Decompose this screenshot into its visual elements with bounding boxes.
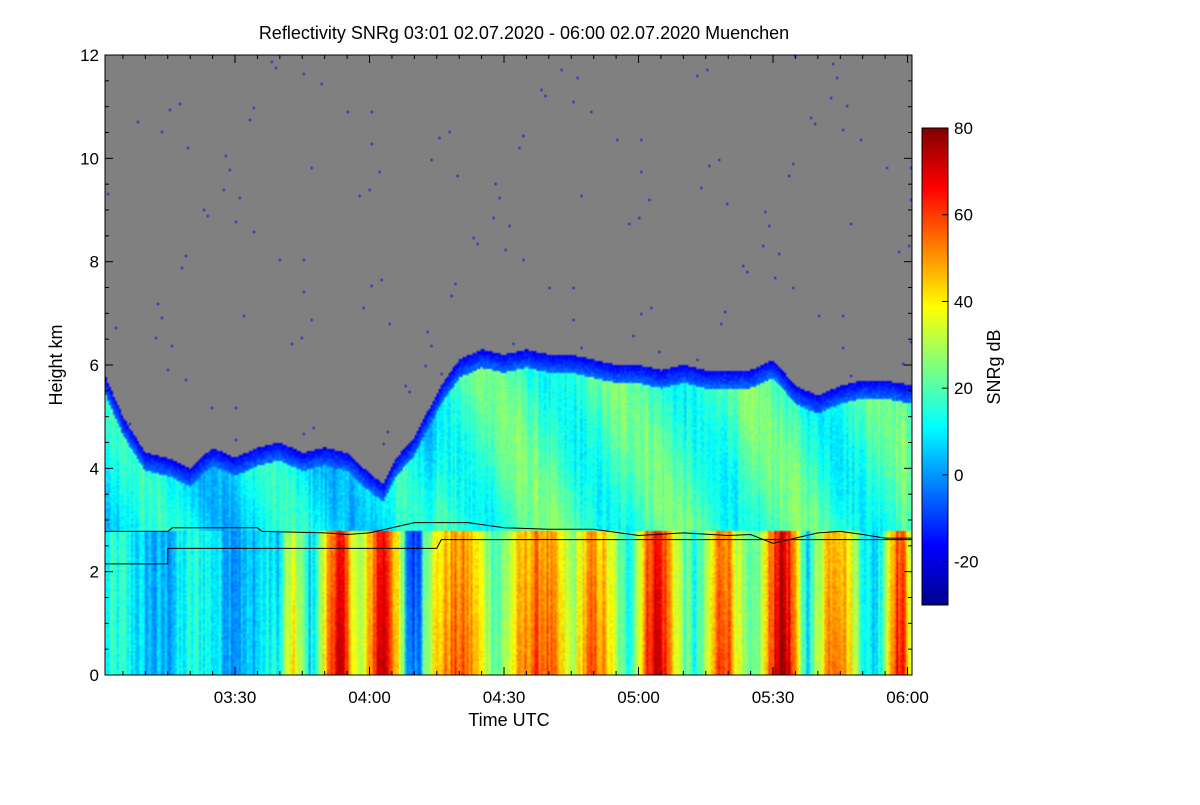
upper-profile-line xyxy=(105,522,912,544)
y-tick-label: 10 xyxy=(80,149,99,168)
colorbar-tick-label: 0 xyxy=(954,466,963,485)
plot-area xyxy=(104,54,913,676)
lower-profile-line xyxy=(105,539,912,565)
colorbar-tick-label: 80 xyxy=(954,119,973,138)
x-tick-label: 03:30 xyxy=(214,688,257,707)
y-tick-label: 0 xyxy=(90,666,99,685)
y-tick-label: 6 xyxy=(90,356,99,375)
colorbar-ticks: -20 0 20 40 60 80 xyxy=(942,119,979,572)
colorbar: -20 0 20 40 60 80 SNRg dB xyxy=(921,119,1004,606)
x-tick-label: 05:30 xyxy=(752,688,795,707)
x-tick-label: 06:00 xyxy=(886,688,929,707)
y-tick-label: 12 xyxy=(80,46,99,65)
x-axis: 03:30 04:00 04:30 05:00 05:30 06:00 xyxy=(122,55,929,707)
colorbar-label: SNRg dB xyxy=(984,329,1004,404)
y-axis: 0 2 4 6 8 10 12 xyxy=(80,46,912,685)
chart-title: Reflectivity SNRg 03:01 02.07.2020 - 06:… xyxy=(259,23,789,43)
y-tick-label: 4 xyxy=(90,459,99,478)
x-tick-label: 04:30 xyxy=(483,688,526,707)
colorbar-scale xyxy=(921,127,949,606)
reflectivity-heatmap xyxy=(105,55,912,675)
x-axis-label: Time UTC xyxy=(468,710,549,730)
x-tick-label: 05:00 xyxy=(617,688,660,707)
colorbar-tick-label: 60 xyxy=(954,206,973,225)
y-axis-label: Height km xyxy=(46,324,66,405)
y-tick-label: 8 xyxy=(90,253,99,272)
x-tick-label: 04:00 xyxy=(348,688,391,707)
colorbar-tick-label: -20 xyxy=(954,553,979,572)
colorbar-tick-label: 20 xyxy=(954,379,973,398)
colorbar-tick-label: 40 xyxy=(954,292,973,311)
y-tick-label: 2 xyxy=(90,563,99,582)
